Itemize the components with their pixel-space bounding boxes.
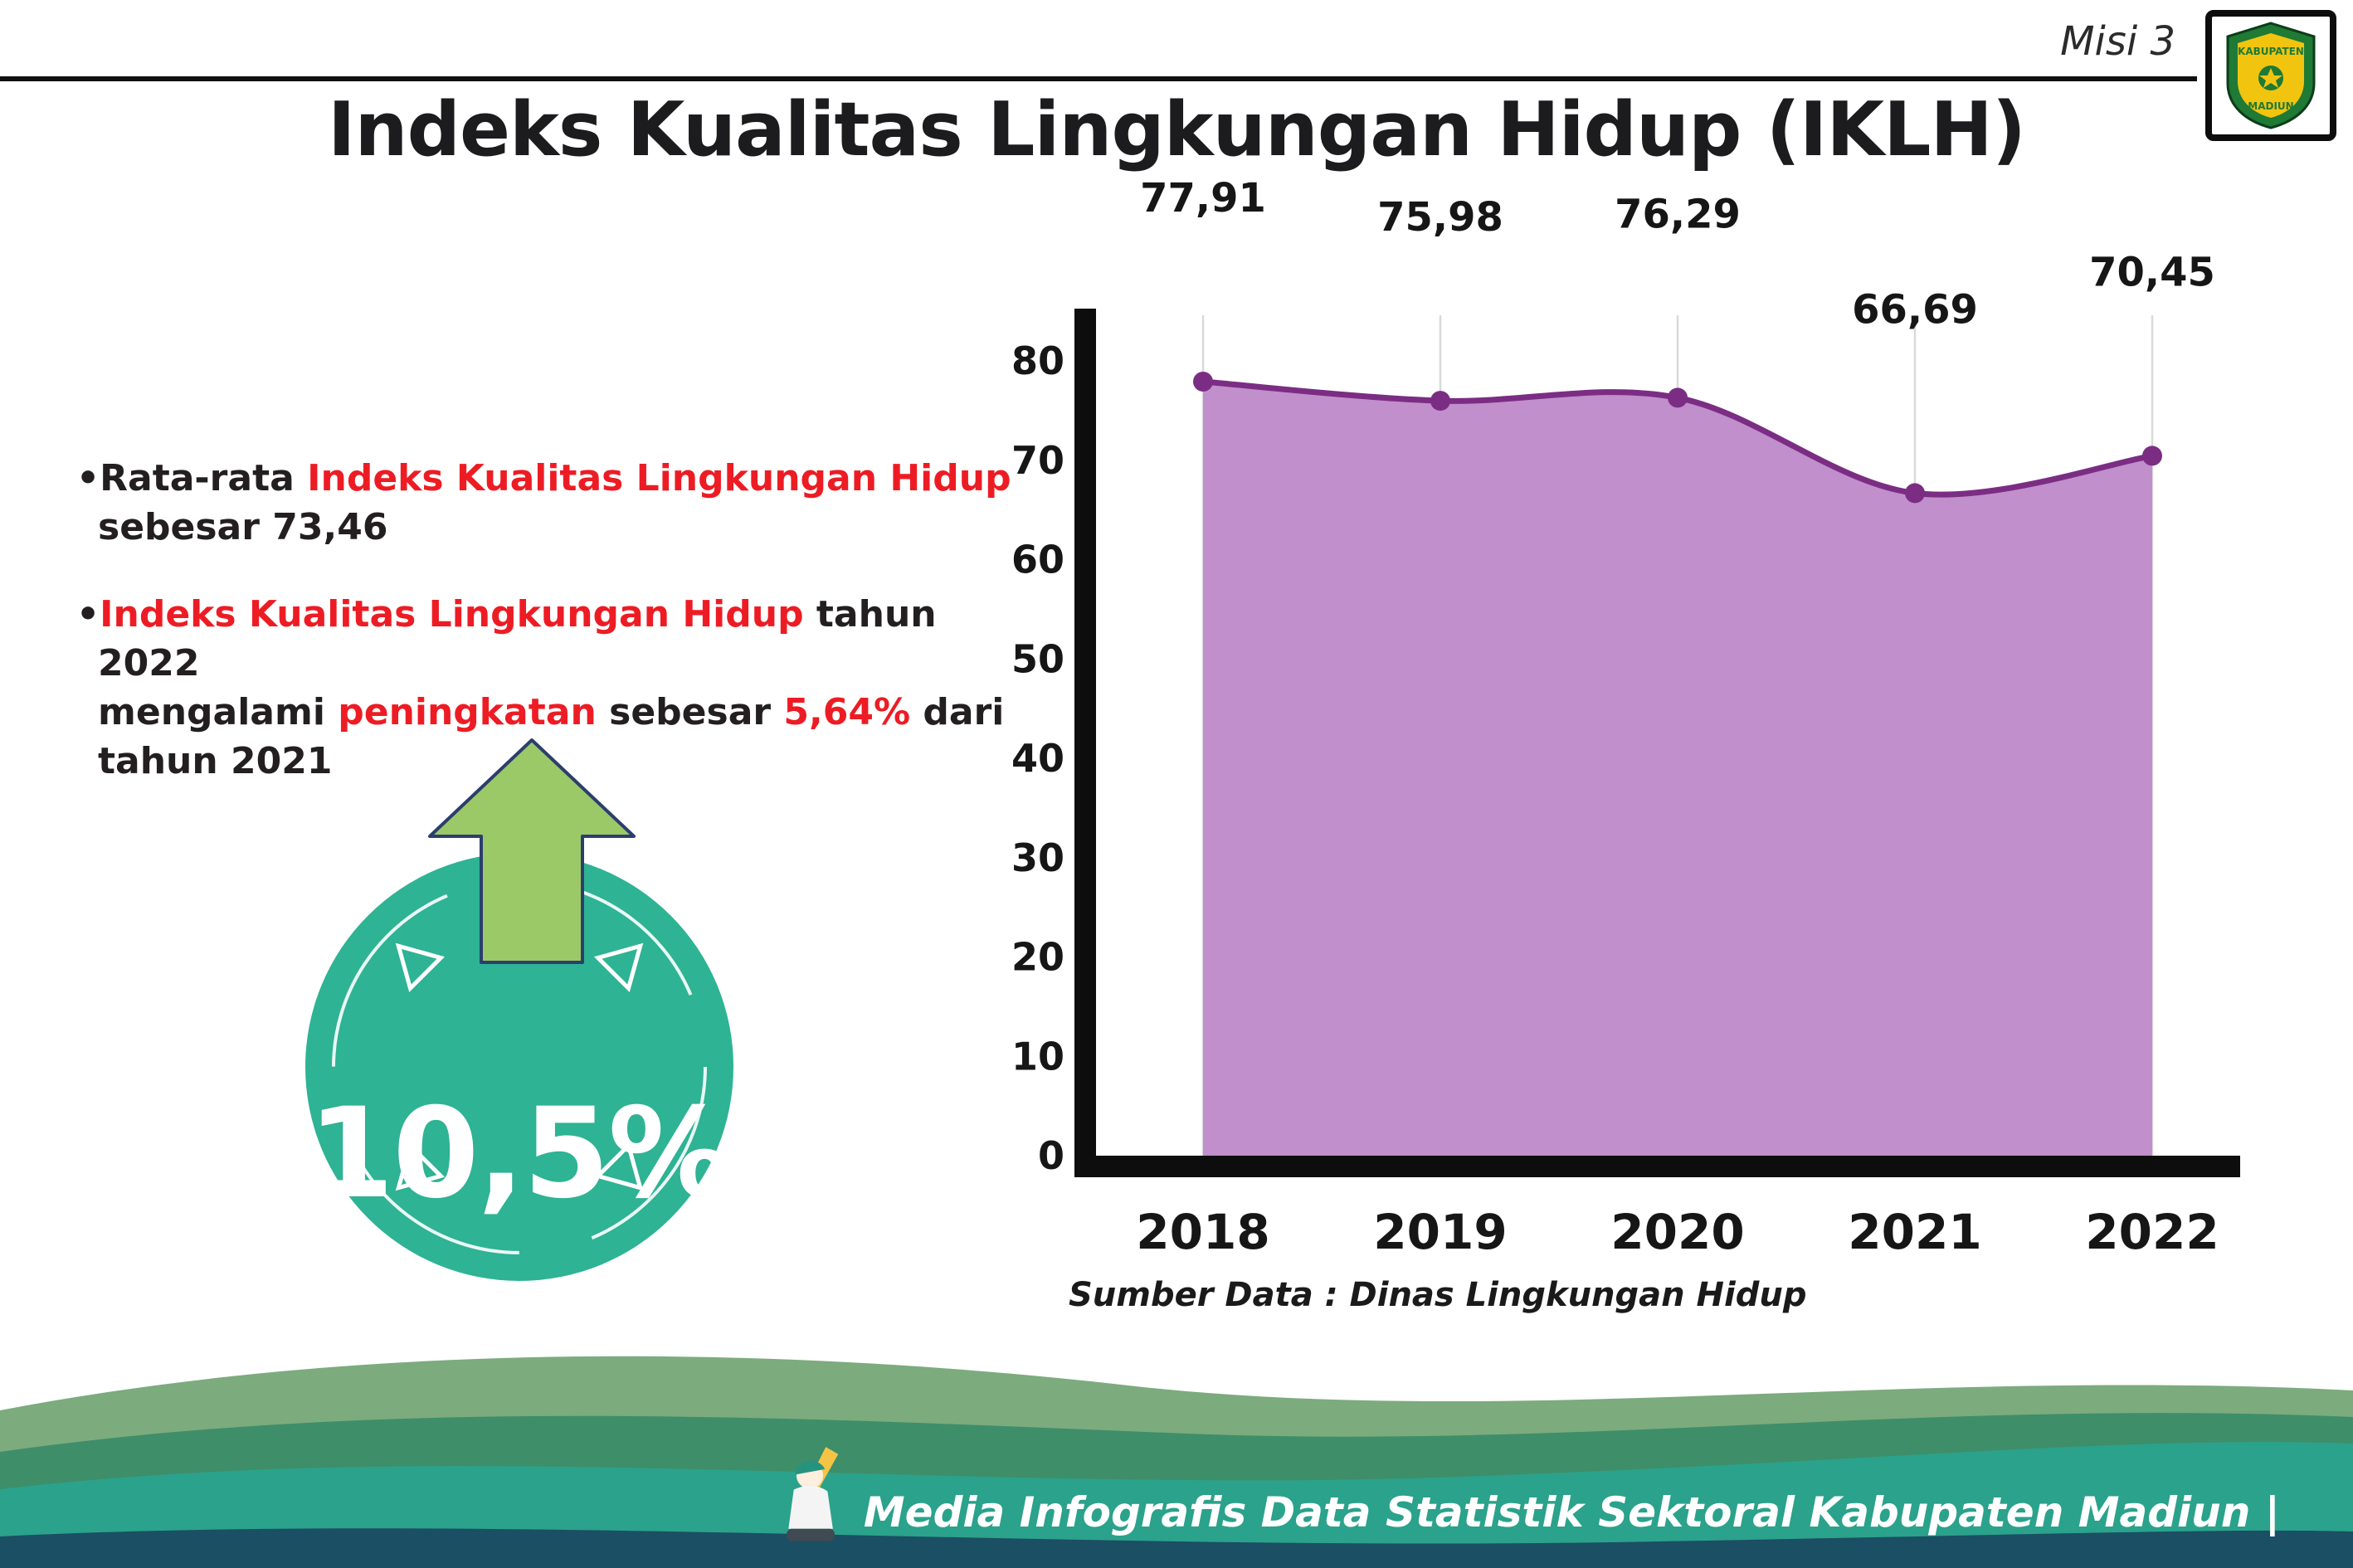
x-tick-label: 2022: [2085, 1204, 2219, 1260]
page-title: Indeks Kualitas Lingkungan Hidup (IKLH): [328, 86, 2026, 173]
y-tick-label: 80: [1011, 338, 1064, 383]
y-tick-label: 50: [1011, 636, 1064, 681]
logo-bottom-text: MADIUN: [2248, 100, 2293, 112]
y-tick-label: 0: [1038, 1133, 1064, 1178]
data-label: 77,91: [1140, 175, 1266, 222]
footer: Media Infografis Data Statistik Sektoral…: [774, 1445, 2280, 1545]
x-axis: [1074, 1156, 2240, 1177]
y-axis: [1074, 309, 1096, 1177]
y-tick-label: 30: [1011, 835, 1064, 880]
misi-label: Misi 3: [2060, 18, 2175, 65]
data-label: 76,29: [1615, 191, 1741, 237]
x-tick-label: 2018: [1136, 1204, 1269, 1260]
x-tick-label: 2021: [1848, 1204, 1981, 1260]
bullet-item: •Indeks Kualitas Lingkungan Hidup tahun …: [76, 592, 1005, 782]
iklh-area-chart: 77,91 75,98 76,29 66,69 70,45 0 10 20 30 40 50 60 70…: [979, 149, 2282, 1344]
x-tick-label: 2020: [1610, 1204, 1744, 1260]
data-point: [1193, 372, 1213, 392]
bullet-marker: •: [76, 592, 100, 635]
data-point: [1430, 391, 1450, 411]
logo-top-text: KABUPATEN: [2238, 46, 2304, 57]
data-point: [1905, 483, 1925, 504]
bullet-marker: •: [76, 457, 100, 499]
badge-value: 10,5%: [307, 1082, 733, 1226]
wave-dark: [0, 1528, 2353, 1568]
data-label: 66,69: [1852, 286, 1978, 333]
data-label: 75,98: [1377, 194, 1503, 241]
up-arrow-icon: [428, 738, 636, 964]
mascot-icon: [787, 1447, 839, 1541]
area-fill: [1203, 382, 2152, 1156]
data-point: [2142, 446, 2162, 466]
shield-logo-icon: KABUPATEN MADIUN: [2226, 22, 2316, 129]
data-label: 70,45: [2089, 249, 2215, 295]
bullet-item: •Rata-rata Indeks Kualitas Lingkungan Hi…: [76, 457, 1011, 548]
y-tick-label: 60: [1011, 538, 1064, 582]
bullet-list: •Rata-rata Indeks Kualitas Lingkungan Hi…: [76, 455, 1047, 825]
y-tick-label: 20: [1011, 935, 1064, 980]
footer-waves: [0, 1356, 2353, 1568]
y-tick-label: 70: [1011, 438, 1064, 483]
x-tick-label: 2019: [1373, 1204, 1507, 1260]
footer-text: Media Infografis Data Statistik Sektoral…: [863, 1488, 2280, 1536]
badge-ring-decoration: [332, 879, 707, 1254]
header-divider: [0, 76, 2197, 81]
kabupaten-madiun-logo: KABUPATEN MADIUN: [2205, 10, 2336, 141]
y-tick-label: 40: [1011, 736, 1064, 781]
y-tick-label: 10: [1011, 1034, 1064, 1079]
data-point: [1668, 387, 1688, 408]
data-source-label: Sumber Data : Dinas Lingkungan Hidup: [1069, 1276, 1807, 1314]
